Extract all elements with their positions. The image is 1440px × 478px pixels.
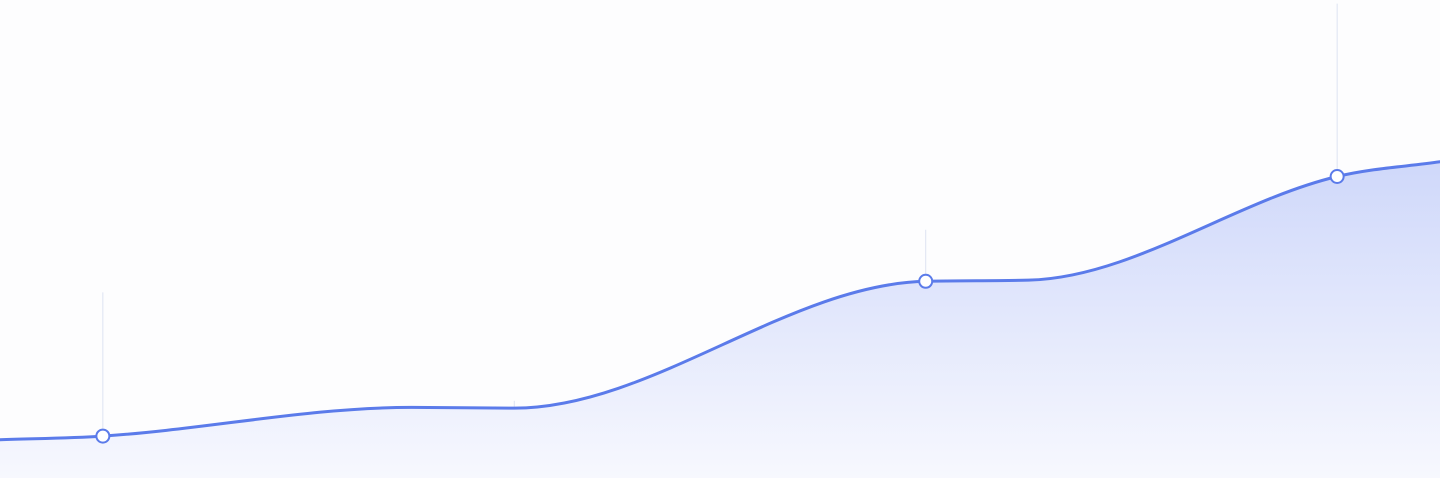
data-point-1[interactable] [95, 428, 111, 444]
area-fill [0, 161, 1440, 478]
point-markers-layer [95, 168, 1345, 444]
data-point-4[interactable] [1329, 168, 1345, 184]
series-line [0, 160, 1440, 442]
data-point-3[interactable] [918, 273, 934, 289]
